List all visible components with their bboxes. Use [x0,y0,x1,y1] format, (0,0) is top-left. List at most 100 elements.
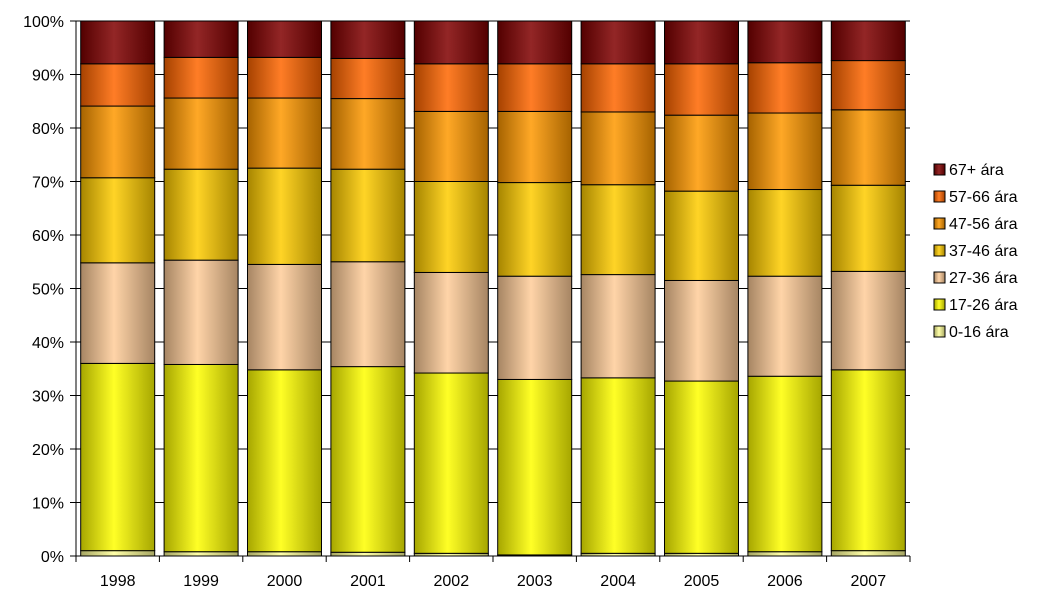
bar-segment [664,63,739,116]
bar-segment [247,97,322,169]
bar-segment [747,20,823,64]
y-tick-labels: 0% 10% 20% 30% 40% 50% 60% 70% 80% 90% 100% [23,14,64,566]
bar-segment [413,372,489,554]
bar-segment [747,275,823,377]
bar-segment [830,60,906,111]
bar-segment [80,362,156,552]
y-tick-label: 40% [32,335,64,352]
legend-swatch [933,217,946,230]
bar-segment [664,114,739,192]
bar-segment [163,363,239,553]
bar-segment [747,375,823,553]
bar-segment [330,168,406,263]
bar-segment [580,377,656,554]
bar-segment [497,110,573,184]
bar-segment [413,20,489,65]
bar-segment [330,551,406,557]
bar-segment [163,168,239,261]
axes-layer [70,20,911,562]
x-tick-label: 2000 [267,573,303,590]
y-tick-label: 100% [23,14,64,31]
bar-segment [580,111,656,186]
legend-swatch [933,298,946,311]
x-tick-labels: 1998 1999 2000 2001 2002 2003 2004 2005 2006 2007 [100,573,886,590]
x-tick-label: 2004 [600,573,636,590]
bar-segment [80,262,156,364]
y-tick-label: 10% [32,496,64,513]
bar-segment [413,181,489,273]
bar-segment [580,20,656,65]
bar-segment [330,366,406,553]
legend-swatch [933,325,946,338]
bar-segment [80,105,156,179]
bar-segment [830,109,906,186]
bar-segment [247,56,322,99]
x-tick-label: 2001 [350,573,386,590]
bar-segment [747,112,823,191]
bar-segment [413,63,489,112]
x-tick-label: 2006 [767,573,803,590]
bar-segment [747,189,823,277]
legend-label: 27-36 ára [949,270,1018,287]
y-tick-label: 50% [32,282,64,299]
legend-label: 17-26 ára [949,297,1018,314]
bar-segment [830,550,906,557]
bar-segment [830,270,906,371]
legend-label: 37-46 ára [949,243,1018,260]
bar-segment [497,20,573,65]
bar-segment [330,57,406,100]
bar-segment [80,20,156,65]
bar-segment [163,20,239,58]
bar-segment [247,369,322,553]
bar-segment [247,263,322,371]
legend-swatch [933,244,946,257]
legend-swatch [933,163,946,176]
bar-segment [413,110,489,182]
bar-segment [80,63,156,107]
bar-segment [163,56,239,99]
bar-segment [664,279,739,382]
bar-segment [664,190,739,281]
y-tick-label: 0% [41,549,64,566]
x-tick-label: 1999 [183,573,219,590]
bar-segment [747,551,823,557]
bar-segment [247,167,322,265]
x-tick-label: 2002 [434,573,470,590]
legend-swatch [933,190,946,203]
bar-segment [830,184,906,272]
bar-segment [664,380,739,554]
bar-segment [163,97,239,170]
legend-swatch [933,271,946,284]
bar-segment [413,271,489,374]
x-tick-label: 2007 [851,573,887,590]
y-tick-label: 70% [32,175,64,192]
x-tick-label: 1998 [100,573,136,590]
bar-segment [163,259,239,365]
x-tick-label: 2003 [517,573,553,590]
bar-segment [497,378,573,556]
bar-segment [580,63,656,113]
bar-segment [163,551,239,557]
bar-segment [80,177,156,264]
bar-segment [664,20,739,65]
legend-label: 47-56 ára [949,216,1018,233]
x-tick-label: 2005 [684,573,720,590]
bar-segment [830,369,906,552]
bar-segment [830,20,906,62]
bar-segment [330,20,406,59]
bar-segment [330,261,406,368]
y-tick-label: 30% [32,389,64,406]
y-tick-label: 20% [32,442,64,459]
legend-label: 57-66 ára [949,189,1018,206]
bar-segment [497,63,573,112]
bar-segment [247,20,322,58]
bar-segment [580,184,656,276]
bar-segment [247,551,322,557]
bar-segment [497,182,573,277]
bar-segment [580,274,656,379]
legend: 67+ ára 57-66 ára 47-56 ára 37-46 ára 27-36 … [933,162,1018,341]
bars-layer [80,20,906,557]
bar-segment [80,550,156,557]
